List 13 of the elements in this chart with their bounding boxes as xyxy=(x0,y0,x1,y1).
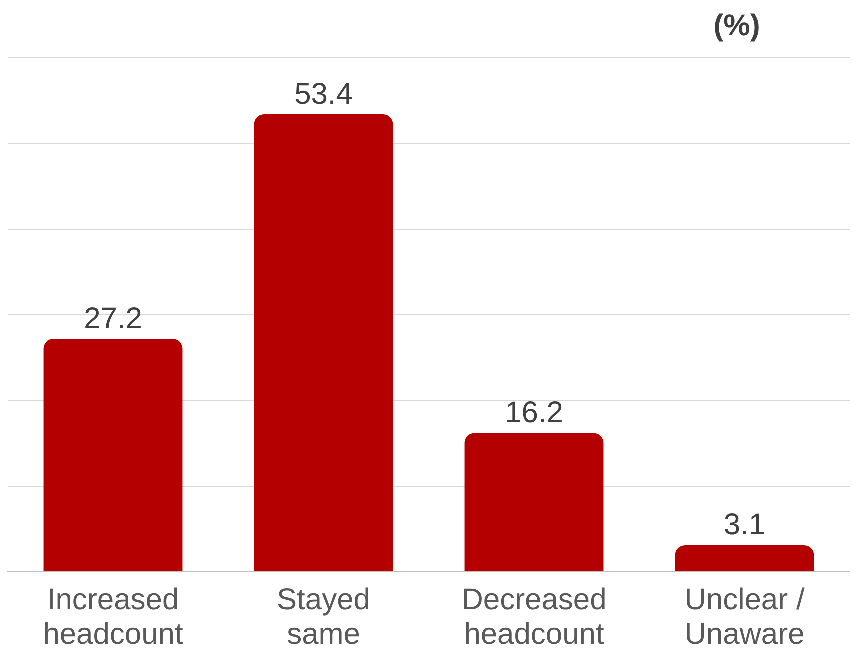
x-tick-label: Increased headcount xyxy=(43,584,184,652)
bar xyxy=(675,545,814,572)
x-tick-label: Unclear / Unaware xyxy=(684,584,806,652)
y-axis-title: (%) xyxy=(714,9,760,42)
bar xyxy=(254,114,394,572)
data-label: 53.4 xyxy=(294,78,353,111)
data-label: 16.2 xyxy=(505,396,564,430)
x-tick-label: Decreased headcount xyxy=(462,584,607,652)
bar xyxy=(44,338,183,572)
data-label: 3.1 xyxy=(724,508,766,542)
bar xyxy=(464,433,604,572)
x-tick-label: Stayed same xyxy=(277,584,370,652)
data-label: 27.2 xyxy=(84,302,142,336)
